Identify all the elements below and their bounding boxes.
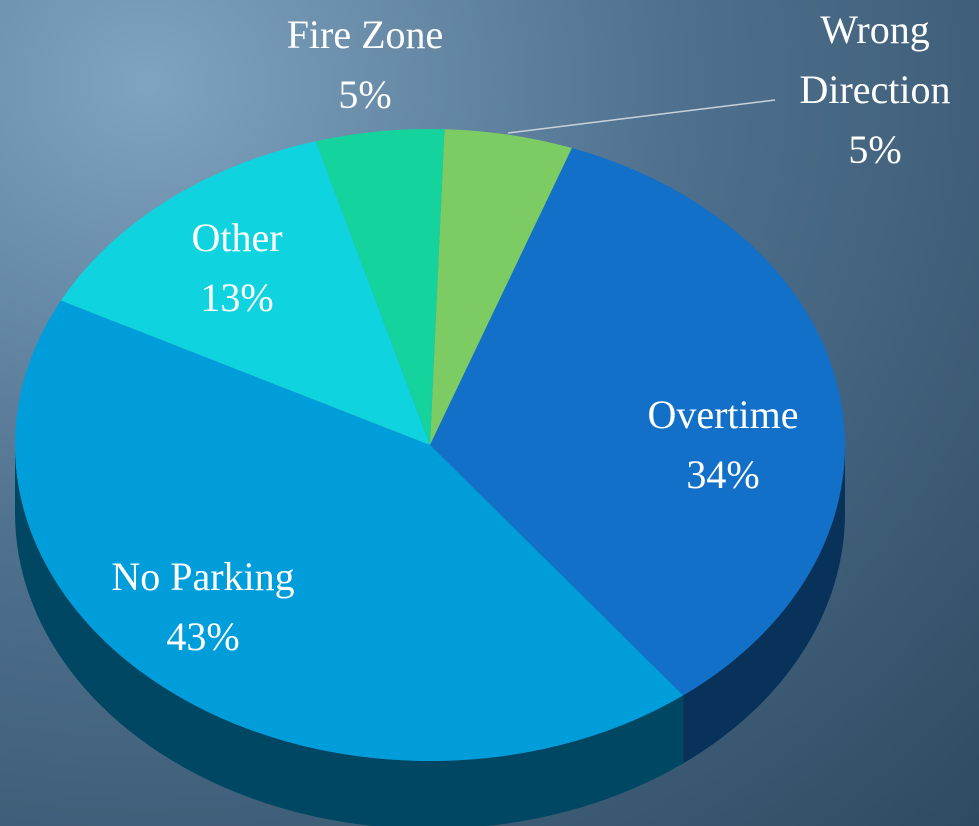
value-label: 13% bbox=[200, 275, 274, 320]
category-label: No Parking bbox=[111, 554, 295, 599]
slice-label: Fire Zone 5% bbox=[235, 5, 495, 125]
leader-line bbox=[507, 99, 776, 134]
slice-side bbox=[683, 445, 845, 764]
category-label: Other bbox=[191, 215, 283, 260]
slice-label: Wrong Direction 5% bbox=[775, 0, 975, 180]
value-label: 5% bbox=[338, 72, 392, 117]
value-label: 43% bbox=[166, 614, 240, 659]
slice-label: Overtime 34% bbox=[573, 385, 873, 505]
slice bbox=[14, 300, 684, 762]
slice-label: No Parking 43% bbox=[43, 547, 363, 667]
slice bbox=[430, 148, 846, 696]
slice-label: Other 13% bbox=[137, 208, 337, 328]
category-label: Overtime bbox=[647, 392, 799, 437]
category-label: Fire Zone bbox=[286, 12, 444, 57]
slice-side bbox=[15, 445, 684, 826]
category-label: Wrong Direction bbox=[799, 7, 951, 112]
slice bbox=[430, 129, 572, 445]
value-label: 5% bbox=[848, 127, 902, 172]
slice bbox=[60, 141, 430, 445]
slice bbox=[315, 129, 445, 445]
value-label: 34% bbox=[686, 452, 760, 497]
